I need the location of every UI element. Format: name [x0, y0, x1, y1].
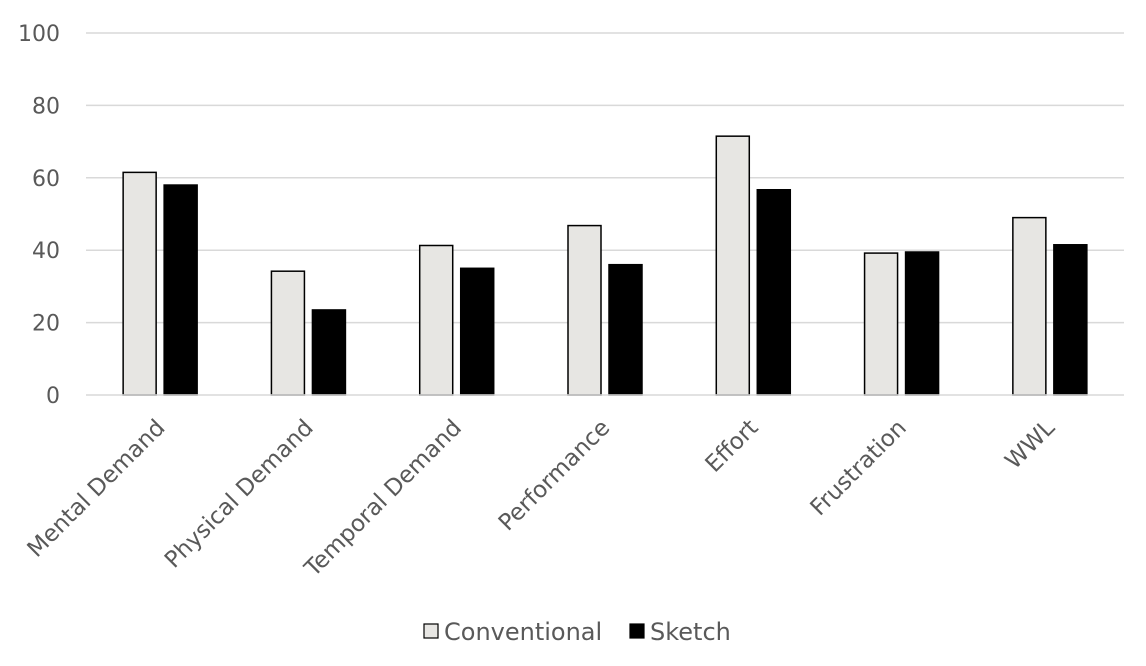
bar-conventional-effort [715, 135, 751, 396]
y-tick-label: 20 [32, 312, 60, 337]
category-label: Temporal Demand [299, 415, 467, 583]
y-tick-label: 0 [46, 384, 60, 409]
y-tick-label: 60 [32, 167, 60, 192]
bar-conventional-wwl [1012, 216, 1047, 396]
bar-sketch-performance [608, 263, 643, 396]
bar-conventional-performance [567, 224, 602, 396]
category-label: Frustration [806, 415, 912, 521]
y-tick-label: 40 [32, 239, 60, 264]
bar-sketch-frustration [904, 251, 940, 396]
legend-swatch-conventional [423, 623, 439, 639]
category-label: Effort [701, 415, 764, 478]
y-tick-label: 80 [32, 94, 60, 119]
category-label: Performance [494, 415, 615, 536]
category-label: Physical Demand [160, 415, 319, 574]
bar-sketch-mental-demand [163, 184, 198, 396]
y-tick-label: 100 [18, 22, 60, 47]
y-axis-ticks: 0 20 40 60 80 100 [18, 22, 60, 409]
bar-conventional-physical-demand [270, 270, 306, 396]
bar-sketch-temporal-demand [459, 267, 495, 396]
legend-label-sketch: Sketch [650, 618, 731, 646]
category-label: WWL [1000, 415, 1060, 475]
legend-swatch-sketch [629, 623, 645, 639]
bar-sketch-physical-demand [311, 309, 347, 396]
category-label: Mental Demand [23, 415, 171, 563]
legend-label-conventional: Conventional [444, 618, 602, 646]
bar-sketch-effort [756, 188, 792, 396]
bar-conventional-mental-demand [122, 171, 157, 396]
bar-conventional-frustration [863, 252, 899, 396]
grid-layer [86, 32, 1124, 324]
legend: Conventional Sketch [423, 618, 731, 646]
bar-sketch-wwl [1053, 244, 1088, 396]
bars-layer [122, 135, 1088, 396]
bar-conventional-temporal-demand [418, 244, 454, 396]
